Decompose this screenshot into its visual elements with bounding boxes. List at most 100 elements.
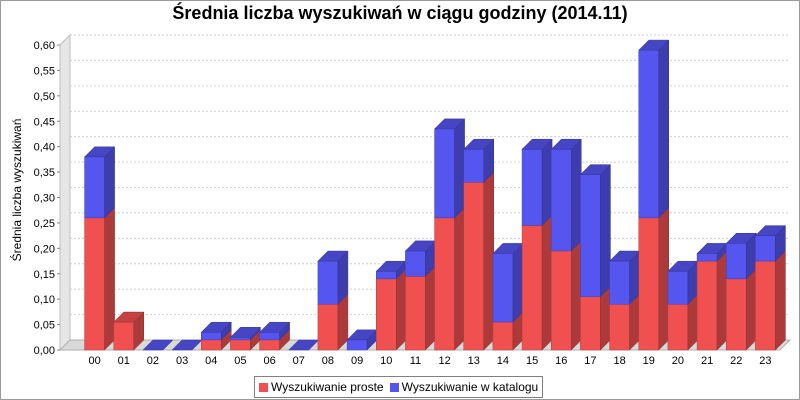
bar-katalog-15: [521, 148, 543, 226]
bar-top-23: [754, 225, 787, 236]
bar-top-17: [579, 164, 612, 175]
legend-swatch-katalog: [389, 382, 399, 392]
bar-katalog-12-side: [454, 118, 465, 219]
bar-proste-14: [492, 321, 514, 351]
bar-proste-18: [609, 304, 630, 351]
y-tick-label: 0,20: [34, 243, 55, 255]
bar-group-09: [346, 329, 378, 351]
bar-proste-04: [201, 339, 222, 351]
bar-katalog-20: [667, 270, 689, 305]
bar-top-08: [317, 250, 349, 262]
bar-group-16: [550, 138, 582, 351]
bar-katalog-16: [551, 148, 572, 252]
bar-katalog-18: [609, 260, 630, 305]
bar-katalog-12: [434, 128, 455, 219]
bar-group-02: [142, 339, 174, 351]
x-tick-label: 00: [88, 355, 100, 367]
y-tick-label: 0,40: [34, 142, 55, 154]
bar-group-00: [83, 146, 116, 351]
bar-katalog-17: [580, 174, 601, 297]
x-tick-label: 18: [613, 355, 625, 367]
bar-top-15: [521, 138, 553, 150]
bar-proste-21-side: [716, 250, 728, 351]
bar-proste-19: [638, 217, 659, 351]
legend: Wyszukiwanie proste Wyszukiwanie w katal…: [254, 376, 544, 398]
bar-katalog-19-side: [658, 39, 669, 219]
bar-proste-15: [521, 225, 543, 351]
x-tick-label: 19: [643, 355, 655, 367]
bar-proste-20: [667, 304, 689, 351]
bar-top-16: [550, 138, 582, 150]
bar-proste-12: [434, 217, 455, 351]
bar-katalog-14: [492, 253, 514, 323]
x-tick-label: 02: [147, 355, 159, 367]
bar-proste-06: [259, 339, 280, 351]
x-tick-label: 16: [555, 355, 567, 367]
bar-katalog-16-side: [571, 138, 582, 252]
bar-group-04: [200, 321, 232, 351]
bar-katalog-11: [405, 250, 426, 277]
legend-label-katalog: Wyszukiwanie w katalogu: [401, 380, 539, 394]
bar-proste-08: [317, 304, 339, 351]
bar-katalog-19: [638, 49, 659, 219]
bar-group-13: [463, 138, 495, 351]
bar-proste-05: [230, 339, 251, 351]
bar-proste-11-side: [425, 265, 436, 351]
y-tick-label: 0,30: [34, 193, 55, 205]
bar-top-00: [83, 146, 116, 158]
bar-proste-13-side: [483, 171, 494, 351]
bar-katalog-23: [755, 235, 776, 262]
bar-top-19: [638, 39, 670, 51]
y-tick-label: 0,55: [34, 65, 55, 77]
y-axis-ticks: 0,00 0,05 0,10 0,15 0,20 0,25 0,30 0,35 0,40 0,45…: [34, 40, 60, 357]
x-tick-label: 14: [497, 355, 509, 367]
x-tick-label: 01: [118, 355, 130, 367]
y-tick-label: 0,60: [34, 40, 55, 52]
bar-proste-12-side: [454, 207, 465, 351]
bar-proste-16-side: [571, 240, 582, 351]
x-tick-label: 12: [438, 355, 450, 367]
bar-proste-22: [726, 278, 747, 351]
bar-group-05: [229, 326, 262, 351]
bar-group-17: [579, 164, 612, 351]
bar-top-12: [433, 118, 466, 130]
y-tick-label: 0,15: [34, 269, 55, 281]
x-tick-label: 04: [205, 355, 217, 367]
bar-group-19: [638, 39, 670, 351]
bar-proste-11: [405, 276, 426, 351]
bar-katalog-00-side: [104, 146, 115, 219]
bar-katalog-17-side: [600, 164, 611, 298]
bar-group-08: [317, 250, 349, 351]
bar-group-21: [696, 242, 728, 351]
bar-proste-17-side: [600, 286, 611, 351]
y-axis-label: Średnia liczba wyszukiwań: [9, 119, 24, 262]
y-tick-label: 0,00: [34, 345, 55, 357]
bar-katalog-10: [376, 270, 397, 280]
legend-swatch-proste: [259, 382, 268, 392]
bar-katalog-08: [317, 260, 339, 305]
bar-top-13: [463, 138, 495, 150]
bar-group-23: [754, 225, 787, 351]
x-tick-label: 17: [584, 355, 596, 367]
bar-group-11: [404, 240, 437, 351]
x-tick-label: 23: [759, 355, 771, 367]
y-tick-label: 0,35: [34, 167, 55, 179]
legend-item-proste: Wyszukiwanie proste: [259, 380, 384, 394]
bar-group-22: [725, 232, 757, 351]
x-tick-label: 03: [176, 355, 188, 367]
y-tick-label: 0,05: [34, 320, 55, 332]
left-wall: [59, 33, 71, 352]
bar-top-04: [200, 321, 232, 333]
bar-group-01: [113, 311, 145, 351]
bar-proste-16: [551, 250, 572, 351]
legend-item-katalog: Wyszukiwanie w katalogu: [389, 380, 539, 394]
x-tick-label: 10: [380, 355, 392, 367]
bar-proste-15-side: [541, 214, 553, 351]
bar-proste-19-side: [658, 207, 669, 351]
bars: [83, 39, 787, 351]
bar-top-05: [229, 327, 262, 338]
bar-group-18: [608, 250, 641, 351]
bar-proste-21: [696, 260, 718, 351]
bar-group-06: [258, 321, 291, 351]
